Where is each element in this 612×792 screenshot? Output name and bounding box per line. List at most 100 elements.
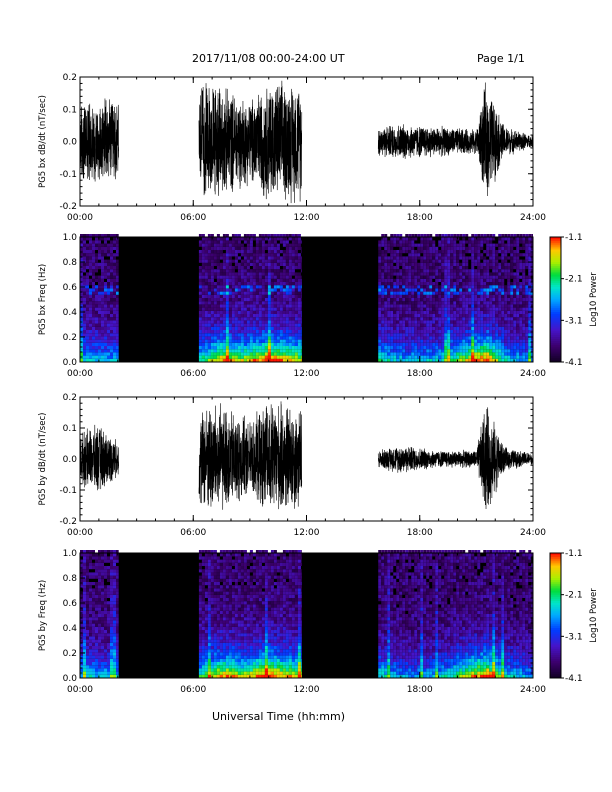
spectrogram-cell xyxy=(405,246,409,250)
spectrogram-cell xyxy=(270,250,274,254)
spectrogram-cell xyxy=(95,237,98,241)
spectrogram-cell xyxy=(381,266,385,270)
spectrogram-cell xyxy=(92,626,95,630)
spectrogram-cell xyxy=(264,253,268,257)
spectrogram-cell xyxy=(86,282,89,286)
spectrogram-cell xyxy=(495,314,499,318)
spectrogram-cell xyxy=(113,598,116,602)
spectrogram-cell xyxy=(441,310,445,314)
spectrogram-cell xyxy=(113,291,116,295)
spectrogram-cell xyxy=(237,294,241,298)
spectrogram-cell xyxy=(219,310,223,314)
spectrogram-cell xyxy=(297,323,301,327)
spectrogram-cell xyxy=(240,342,244,346)
spectrogram-cell xyxy=(468,278,472,282)
spectrogram-cell xyxy=(435,352,439,356)
spectrogram-cell xyxy=(252,320,256,324)
spectrogram-cell xyxy=(501,336,505,340)
spectrogram-cell xyxy=(116,649,119,653)
spectrogram-cell xyxy=(489,323,493,327)
spectrogram-cell xyxy=(531,237,533,241)
spectrogram-cell xyxy=(231,333,235,337)
spectrogram-cell xyxy=(95,652,98,656)
spectrogram-cell xyxy=(468,288,472,292)
spectrogram-cell xyxy=(234,250,238,254)
spectrogram-cell xyxy=(243,250,247,254)
spectrogram-cell xyxy=(522,246,526,250)
spectrogram-cell xyxy=(204,272,208,276)
spectrogram-cell xyxy=(98,562,101,566)
spectrogram-cell xyxy=(95,639,98,643)
spectrogram-cell xyxy=(531,346,533,350)
spectrogram-cell xyxy=(465,262,469,266)
spectrogram-cell xyxy=(420,272,424,276)
spectrogram-cell xyxy=(110,566,113,570)
spectrogram-cell xyxy=(252,246,256,250)
spectrogram-cell xyxy=(525,282,529,286)
spectrogram-cell xyxy=(95,646,98,650)
spectrogram-cell xyxy=(113,355,116,359)
spectrogram-cell xyxy=(408,294,412,298)
spectrogram-cell xyxy=(516,294,520,298)
spectrogram-cell xyxy=(107,646,110,650)
spectrogram-cell xyxy=(89,572,92,576)
spectrogram-cell xyxy=(495,339,499,343)
spectrogram-cell xyxy=(258,237,262,241)
spectrogram-cell xyxy=(92,358,95,362)
spectrogram-cell xyxy=(252,278,256,282)
spectrogram-cell xyxy=(207,339,211,343)
spectrogram-cell xyxy=(107,630,110,634)
spectrogram-cell xyxy=(432,323,436,327)
spectrogram-cell xyxy=(378,336,382,340)
spectrogram-cell xyxy=(438,301,442,305)
spectrogram-cell xyxy=(396,294,400,298)
spectrogram-cell xyxy=(92,662,95,666)
spectrogram-cell xyxy=(207,323,211,327)
spectrogram-cell xyxy=(423,349,427,353)
spectrogram-cell xyxy=(483,346,487,350)
spectrogram-cell xyxy=(447,266,451,270)
spectrogram-cell xyxy=(513,266,517,270)
spectrogram-cell xyxy=(465,326,469,330)
spectrogram-cell xyxy=(513,291,517,295)
spectrogram-cell xyxy=(243,275,247,279)
spectrogram-cell xyxy=(113,623,116,627)
spectrogram-cell xyxy=(210,314,214,318)
spectrogram-cell xyxy=(498,288,502,292)
spectrogram-cell xyxy=(110,269,113,273)
spectrogram-cell xyxy=(270,326,274,330)
spectrogram-cell xyxy=(255,358,259,362)
spectrogram-cell xyxy=(483,237,487,241)
spectrogram-cell xyxy=(104,569,107,573)
spectrogram-cell xyxy=(204,326,208,330)
spectrogram-cell xyxy=(291,237,295,241)
spectrogram-cell xyxy=(396,355,400,359)
spectrogram-cell xyxy=(291,314,295,318)
spectrogram-cell xyxy=(426,314,430,318)
spectrogram-cell xyxy=(86,588,89,592)
spectrogram-cell xyxy=(492,336,496,340)
spectrogram-cell xyxy=(273,288,277,292)
spectrogram-cell xyxy=(252,262,256,266)
spectrogram-cell xyxy=(107,620,110,624)
spectrogram-cell xyxy=(270,307,274,311)
spectrogram-cell xyxy=(101,358,104,362)
spectrogram-cell xyxy=(402,317,406,321)
spectrogram-cell xyxy=(411,339,415,343)
spectrogram-cell xyxy=(417,304,421,308)
spectrogram-cell xyxy=(270,352,274,356)
spectrogram-cell xyxy=(228,333,232,337)
spectrogram-cell xyxy=(80,607,83,611)
spectrogram-cell xyxy=(378,333,382,337)
spectrogram-cell xyxy=(300,259,302,263)
spectrogram-cell xyxy=(450,243,454,247)
spectrogram-cell xyxy=(207,655,211,659)
spectrogram-cell xyxy=(528,256,532,260)
spectrogram-cell xyxy=(255,291,259,295)
spectrogram-cell xyxy=(116,243,119,247)
spectrogram-cell xyxy=(80,278,83,282)
spectrogram-cell xyxy=(198,674,202,678)
spectrogram-cell xyxy=(113,301,116,305)
spectrogram-cell xyxy=(384,269,388,273)
spectrogram-cell xyxy=(294,250,298,254)
